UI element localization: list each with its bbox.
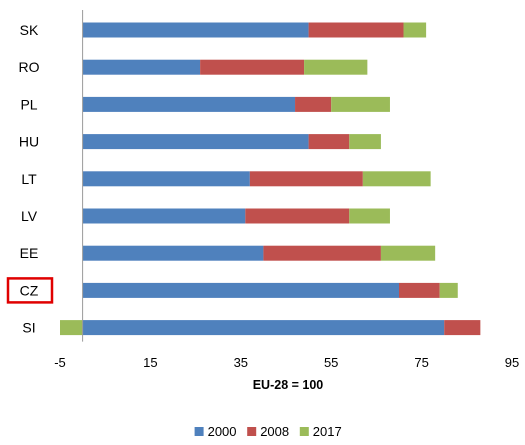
legend-label-2000: 2000: [208, 424, 237, 439]
x-tick-labels: -5 15 35 55 75 95: [54, 355, 519, 370]
bar-lv-2008: [245, 208, 350, 224]
bar-si-2000: [82, 320, 445, 336]
bar-ee-2000: [82, 245, 264, 261]
category-label-lv: LV: [21, 208, 38, 224]
category-label-ee: EE: [20, 245, 39, 261]
category-label-sk: SK: [20, 22, 39, 38]
bar-ro-2000: [82, 59, 201, 75]
category-labels: SK RO PL HU LT LV EE CZ SI: [19, 22, 40, 336]
bar-pl-2017: [331, 96, 390, 112]
bar-hu-2008: [308, 134, 350, 150]
bar-cz-2000: [82, 282, 399, 298]
legend-label-2017: 2017: [313, 424, 342, 439]
bar-sk-2008: [308, 22, 404, 38]
bar-cz-2017: [439, 282, 458, 298]
bar-si-2017: [60, 320, 83, 336]
legend-swatch-2017: [299, 427, 309, 436]
category-label-ro: RO: [19, 59, 40, 75]
bar-ro-2008: [200, 59, 305, 75]
bar-lv-2000: [82, 208, 246, 224]
bar-lt-2008: [249, 171, 363, 187]
x-tick-label: -5: [54, 355, 66, 370]
x-tick-label: 75: [414, 355, 428, 370]
highlight-box: [6, 277, 54, 304]
legend: 2000 2008 2017: [194, 424, 342, 439]
bar-si-2008: [444, 320, 481, 336]
bar-sk-2000: [82, 22, 309, 38]
legend-label-2008: 2008: [260, 424, 289, 439]
x-axis-title: EU-28 = 100: [253, 378, 324, 392]
bar-ro-2017: [304, 59, 368, 75]
bar-hu-2017: [349, 134, 381, 150]
bar-lt-2000: [82, 171, 250, 187]
category-label-hu: HU: [19, 134, 39, 150]
bar-cz-2008: [399, 282, 440, 298]
x-tick-label: 95: [505, 355, 519, 370]
bar-lv-2017: [349, 208, 390, 224]
x-tick-label: 15: [143, 355, 157, 370]
legend-swatch-2008: [247, 427, 257, 436]
x-tick-label: 55: [324, 355, 338, 370]
bar-pl-2008: [295, 96, 332, 112]
bar-pl-2000: [82, 96, 296, 112]
bar-group: [60, 22, 481, 336]
category-label-si: SI: [22, 320, 35, 336]
category-label-pl: PL: [20, 96, 37, 112]
x-tick-label: 35: [234, 355, 248, 370]
category-label-cz: CZ: [20, 282, 39, 298]
bar-ee-2008: [263, 245, 381, 261]
legend-swatch-2000: [194, 427, 204, 436]
bar-sk-2017: [403, 22, 427, 38]
bar-hu-2000: [82, 134, 309, 150]
bar-lt-2017: [362, 171, 431, 187]
bar-ee-2017: [380, 245, 436, 261]
category-label-lt: LT: [21, 171, 37, 187]
